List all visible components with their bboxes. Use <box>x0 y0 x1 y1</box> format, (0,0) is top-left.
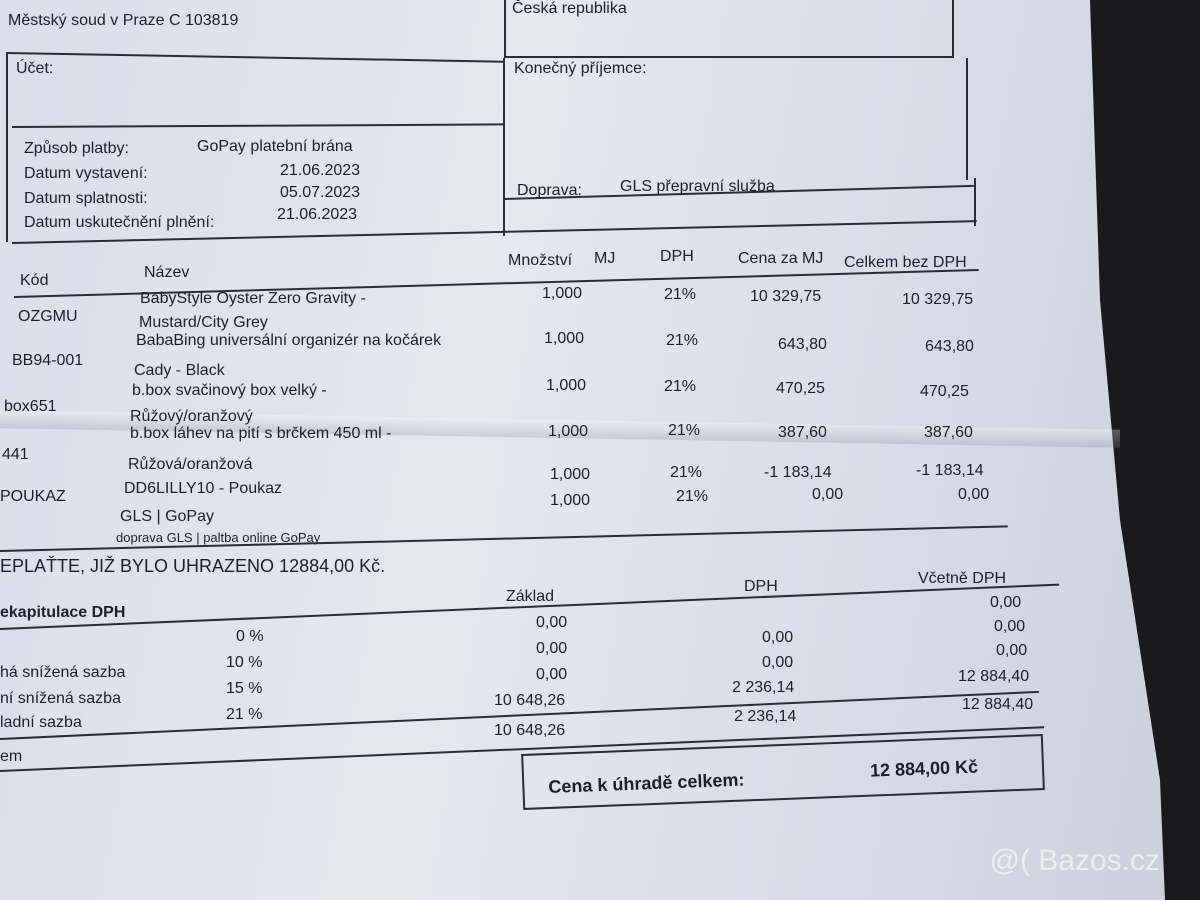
row-vat: 21% <box>668 422 701 439</box>
recap-col-base: Základ <box>506 588 555 605</box>
recap-title: ekapitulace DPH <box>0 604 126 621</box>
shipping-value: GLS přepravní služba <box>620 178 775 195</box>
recap-base: 0,00 <box>536 666 568 683</box>
total-value: 12 884,00 Kč <box>869 756 979 781</box>
recap-top-incl: 0,00 <box>990 594 1022 611</box>
issued-label: Datum vystavení: <box>24 165 148 182</box>
recap-incl: 0,00 <box>994 618 1026 635</box>
row-name-2: doprava GLS | paltba online GoPay <box>116 530 321 545</box>
recap-vat: 0,00 <box>762 629 794 646</box>
recap-label: há snížená sazba <box>0 664 126 681</box>
row-total: 387,60 <box>924 424 973 441</box>
country: Česká republika <box>512 0 627 17</box>
row-qty: 1,000 <box>550 492 591 509</box>
col-vat: DPH <box>660 248 694 265</box>
recap-label: ní snížená sazba <box>0 690 121 707</box>
fulfilment-label: Datum uskutečnění plnění: <box>24 214 215 231</box>
row-vat: 21% <box>670 464 703 481</box>
recap-rate: 15 % <box>226 680 263 697</box>
row-price: 0,00 <box>812 486 844 503</box>
due-value: 05.07.2023 <box>280 184 361 201</box>
row-name: BabaBing universální organizér na kočáre… <box>136 332 442 349</box>
row-vat: 21% <box>664 378 697 395</box>
paid-notice: EPLAŤTE, JIŽ BYLO UHRAZENO 12884,00 Kč. <box>0 556 386 576</box>
row-total: 643,80 <box>925 338 974 355</box>
recap-label: ladní sazba <box>0 714 82 731</box>
row-price: 470,25 <box>776 380 825 397</box>
recap-rate: 10 % <box>226 654 263 671</box>
recap-vat: 2 236,14 <box>734 708 797 725</box>
row-name-2: Růžový/oranžový <box>130 408 253 425</box>
row-qty: 1,000 <box>548 423 589 440</box>
payment-method-label: Způsob platby: <box>24 140 129 157</box>
row-total: 470,25 <box>920 383 969 400</box>
fulfilment-value: 21.06.2023 <box>277 206 358 223</box>
col-unit-price: Cena za MJ <box>738 250 824 267</box>
recap-base: 0,00 <box>536 640 568 657</box>
row-total: -1 183,14 <box>916 462 984 479</box>
recap-rate: 21 % <box>226 706 263 723</box>
row-name-2: Cady - Black <box>134 362 225 379</box>
row-name: DD6LILLY10 - Poukaz <box>124 480 283 497</box>
shipping-label: Doprava: <box>517 182 582 199</box>
recap-incl: 0,00 <box>996 642 1028 659</box>
row-price: -1 183,14 <box>764 464 832 481</box>
row-name: b.box svačinový box velký - <box>132 382 327 399</box>
col-name: Název <box>144 264 190 281</box>
row-qty: 1,000 <box>544 330 585 347</box>
recap-base: 10 648,26 <box>494 692 566 709</box>
recap-vat: 0,00 <box>762 654 794 671</box>
row-total: 0,00 <box>958 486 990 503</box>
row-price: 10 329,75 <box>750 288 822 305</box>
col-total: Celkem bez DPH <box>844 254 967 271</box>
row-code: box651 <box>4 398 57 415</box>
row-name-2: Růžová/oranžová <box>128 456 253 473</box>
final-recipient-label: Konečný příjemce: <box>514 60 647 77</box>
row-name: BabyStyle Oyster Zero Gravity - <box>140 290 366 307</box>
col-code: Kód <box>20 272 49 289</box>
total-label: Cena k úhradě celkem: <box>548 769 745 798</box>
row-qty: 1,000 <box>546 377 587 394</box>
issued-value: 21.06.2023 <box>280 162 361 179</box>
col-unit: MJ <box>594 250 616 267</box>
row-vat: 21% <box>664 286 697 303</box>
row-code: POUKAZ <box>0 488 66 505</box>
account-label: Účet: <box>16 60 54 77</box>
row-vat: 21% <box>676 488 709 505</box>
row-price: 387,60 <box>778 424 827 441</box>
recap-incl: 12 884,40 <box>958 668 1030 685</box>
due-label: Datum splatnosti: <box>24 190 148 207</box>
recap-sum-label: em <box>0 748 23 765</box>
row-total: 10 329,75 <box>902 291 974 308</box>
row-code: 441 <box>2 446 29 463</box>
row-name-2: Mustard/City Grey <box>139 314 268 331</box>
recap-rate: 0 % <box>236 628 264 645</box>
bazos-watermark: @( Bazos.cz <box>989 844 1161 877</box>
row-code: BB94-001 <box>12 352 84 369</box>
recap-col-vat: DPH <box>744 578 778 595</box>
recap-base: 0,00 <box>536 614 568 631</box>
recap-incl: 12 884,40 <box>962 696 1034 713</box>
recap-vat: 2 236,14 <box>732 679 795 696</box>
row-name: GLS | GoPay <box>120 508 214 525</box>
row-name: b.box láhev na pití s brčkem 450 ml - <box>130 425 392 442</box>
row-qty: 1,000 <box>550 466 591 483</box>
row-price: 643,80 <box>778 336 827 353</box>
court-registration: Městský soud v Praze C 103819 <box>8 12 239 29</box>
col-qty: Množství <box>508 252 573 269</box>
recap-col-incl: Včetně DPH <box>918 570 1007 587</box>
payment-method-value: GoPay platební brána <box>197 138 353 155</box>
recap-sum-base: 10 648,26 <box>494 722 566 739</box>
row-vat: 21% <box>666 332 699 349</box>
row-code: OZGMU <box>18 308 78 325</box>
row-qty: 1,000 <box>542 285 583 302</box>
